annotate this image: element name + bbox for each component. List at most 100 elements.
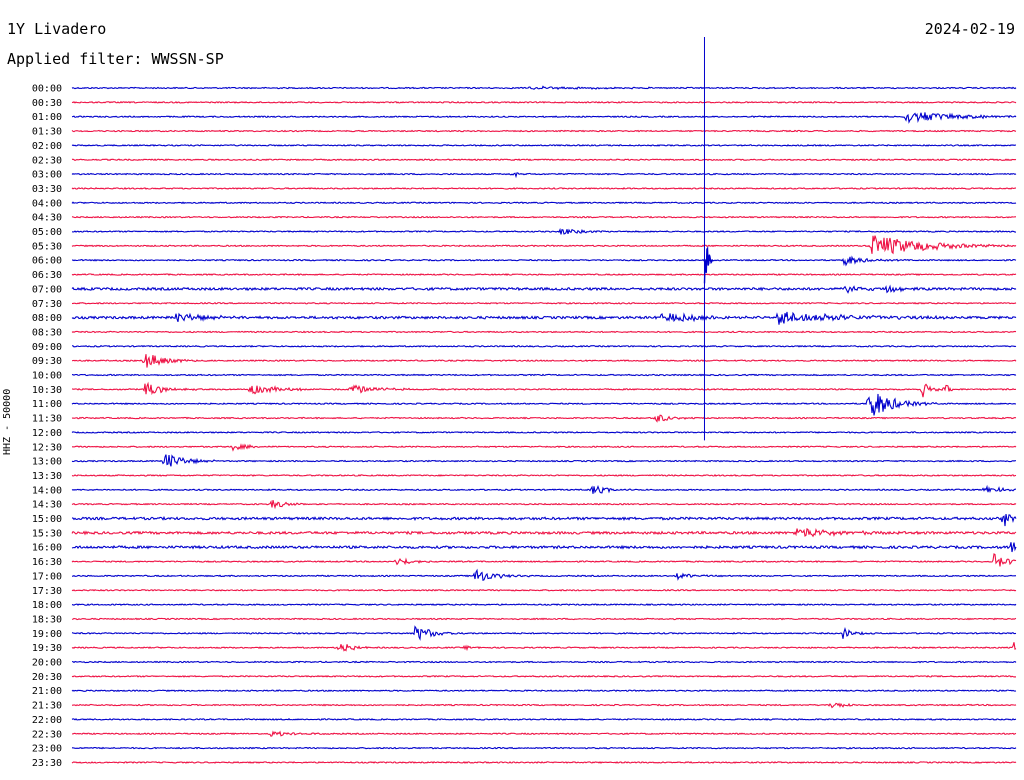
trace-line	[71, 344, 1017, 348]
trace-line	[71, 499, 1017, 510]
row-label: 01:00	[32, 112, 62, 123]
trace-line	[71, 381, 1017, 398]
trace-line	[71, 330, 1017, 334]
trace-line	[71, 201, 1017, 205]
trace-line	[71, 284, 1017, 294]
trace-line	[71, 144, 1017, 147]
row-label: 03:00	[32, 170, 62, 181]
row-label: 17:30	[32, 586, 62, 597]
trace-line	[71, 642, 1017, 652]
trace-line	[71, 158, 1017, 162]
row-label: 01:30	[32, 127, 62, 138]
row-label: 02:30	[32, 155, 62, 166]
row-label: 08:30	[32, 327, 62, 338]
trace-line	[71, 761, 1017, 764]
trace-line	[71, 553, 1017, 567]
row-label: 15:00	[32, 514, 62, 525]
row-label: 05:30	[32, 241, 62, 252]
row-label: 21:00	[32, 686, 62, 697]
trace-line	[71, 689, 1017, 693]
trace-line	[71, 513, 1017, 527]
row-label: 07:00	[32, 284, 62, 295]
row-label: 02:00	[32, 141, 62, 152]
trace-line	[71, 603, 1017, 606]
trace-line	[71, 660, 1017, 664]
trace-line	[71, 730, 1017, 737]
row-label: 17:00	[32, 571, 62, 582]
trace-line	[71, 588, 1017, 592]
row-label: 05:00	[32, 227, 62, 238]
trace-line	[71, 255, 1017, 267]
trace-line	[71, 129, 1017, 133]
row-label: 18:00	[32, 600, 62, 611]
row-label: 19:30	[32, 643, 62, 654]
trace-line	[71, 527, 1017, 538]
trace-line	[71, 674, 1017, 678]
trace-line	[71, 85, 1017, 91]
trace-line	[71, 474, 1017, 477]
trace-line	[71, 311, 1017, 325]
trace-line	[71, 227, 1017, 235]
row-label: 06:00	[32, 256, 62, 267]
row-label: 10:00	[32, 371, 62, 382]
trace-line	[71, 625, 1017, 641]
row-label: 03:30	[32, 184, 62, 195]
trace-line	[71, 617, 1017, 621]
filter-label: Applied filter: WWSSN-SP	[7, 50, 224, 68]
row-label: 15:30	[32, 528, 62, 539]
row-label: 09:30	[32, 356, 62, 367]
trace-line	[71, 354, 1017, 368]
trace-line	[71, 235, 1017, 255]
row-label: 23:00	[32, 744, 62, 755]
trace-line	[71, 373, 1017, 377]
trace-line	[71, 187, 1017, 190]
date-label: 2024-02-19	[924, 20, 1015, 38]
trace-line	[71, 702, 1017, 709]
row-label: 16:00	[32, 543, 62, 554]
row-label: 20:00	[32, 658, 62, 669]
row-label: 10:30	[32, 385, 62, 396]
row-label: 04:00	[32, 198, 62, 209]
trace-line	[71, 215, 1017, 219]
row-label: 09:00	[32, 342, 62, 353]
trace-line	[71, 112, 1017, 124]
trace-line	[71, 431, 1017, 434]
trace-line	[71, 542, 1017, 553]
row-label: 08:00	[32, 313, 62, 324]
row-label: 04:30	[32, 213, 62, 224]
row-label: 23:30	[32, 758, 62, 769]
row-label: 19:00	[32, 629, 62, 640]
row-label: 12:30	[32, 442, 62, 453]
trace-line	[71, 568, 1017, 582]
trace-line	[71, 746, 1017, 750]
event-spike	[703, 246, 713, 284]
row-label: 14:30	[32, 500, 62, 511]
trace-line	[71, 273, 1017, 276]
row-label: 20:30	[32, 672, 62, 683]
trace-line	[71, 172, 1017, 179]
trace-line	[71, 484, 1016, 494]
row-label: 11:30	[32, 414, 62, 425]
row-label: 07:30	[32, 299, 62, 310]
trace-line	[71, 393, 1017, 416]
row-label: 00:30	[32, 98, 62, 109]
row-label: 00:00	[32, 84, 62, 95]
row-label: 06:30	[32, 270, 62, 281]
row-label: 22:00	[32, 715, 62, 726]
row-label: 22:30	[32, 729, 62, 740]
row-label: 13:00	[32, 457, 62, 468]
row-label: 12:00	[32, 428, 62, 439]
row-label: 14:00	[32, 485, 62, 496]
row-label: 11:00	[32, 399, 62, 410]
row-label: 13:30	[32, 471, 62, 482]
row-label: 18:30	[32, 614, 62, 625]
station-title: 1Y Livadero	[7, 20, 107, 38]
row-label: 16:30	[32, 557, 62, 568]
trace-line	[71, 443, 1017, 452]
row-label: 21:30	[32, 701, 62, 712]
trace-line	[71, 718, 1017, 721]
trace-line	[71, 100, 1017, 104]
trace-line	[71, 454, 1017, 467]
trace-line	[71, 301, 1017, 305]
